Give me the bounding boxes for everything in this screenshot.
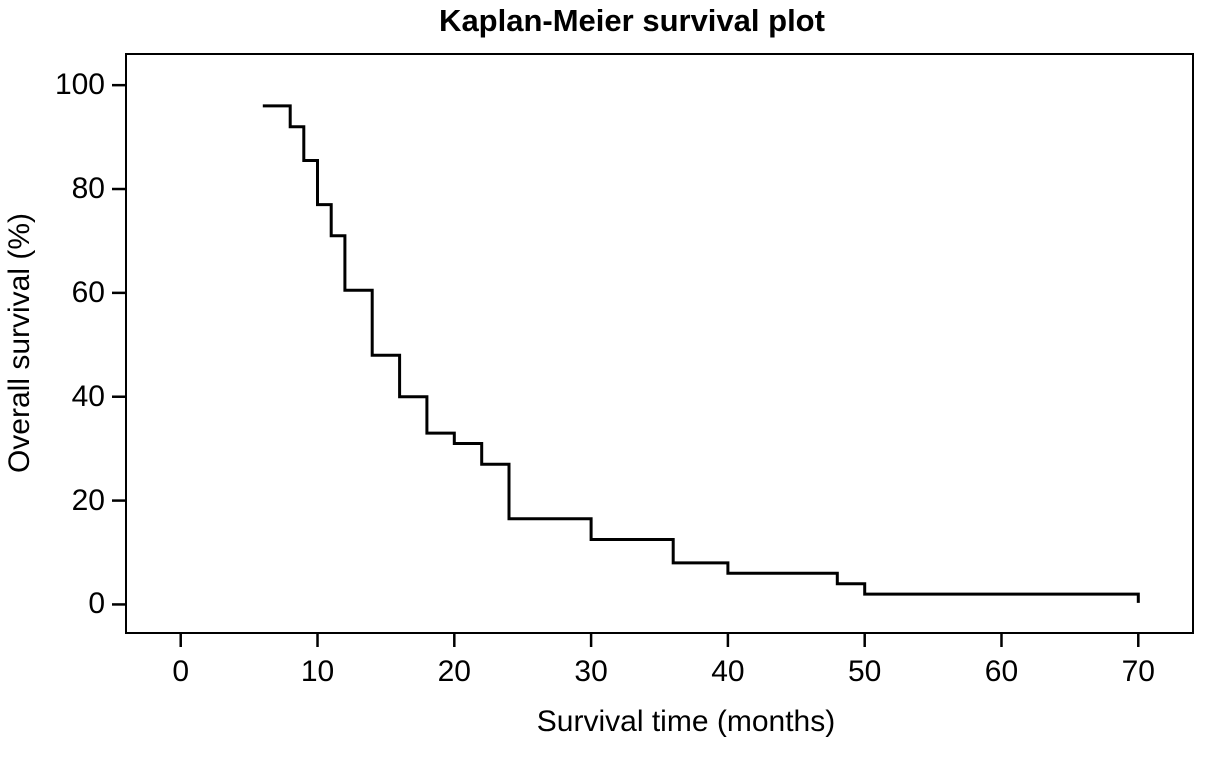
x-tick-label: 40 — [711, 655, 745, 688]
x-tick-label: 60 — [984, 655, 1019, 688]
x-tick-label: 50 — [848, 655, 882, 688]
survival-step-curve — [262, 104, 1140, 603]
x-tick-label: 30 — [574, 655, 608, 688]
x-tick-label: 10 — [300, 655, 335, 688]
x-tick-label: 20 — [437, 655, 471, 688]
y-tick-label: 40 — [71, 379, 105, 413]
y-tick-label: 60 — [71, 275, 105, 309]
y-tick-label: 0 — [88, 587, 105, 621]
chart-title: Kaplan-Meier survival plot — [439, 3, 825, 38]
x-tick-label: 0 — [172, 655, 190, 688]
x-axis-title: Survival time (months) — [536, 705, 836, 738]
y-tick-label: 80 — [71, 172, 105, 205]
x-tick-label: 70 — [1121, 655, 1155, 688]
y-tick-label: 20 — [71, 483, 105, 517]
axis-tick-marks — [112, 83, 1140, 647]
y-axis-title: Overall survival (%) — [3, 212, 36, 474]
plot-border — [125, 53, 1194, 634]
y-tick-label: 100 — [54, 68, 105, 102]
